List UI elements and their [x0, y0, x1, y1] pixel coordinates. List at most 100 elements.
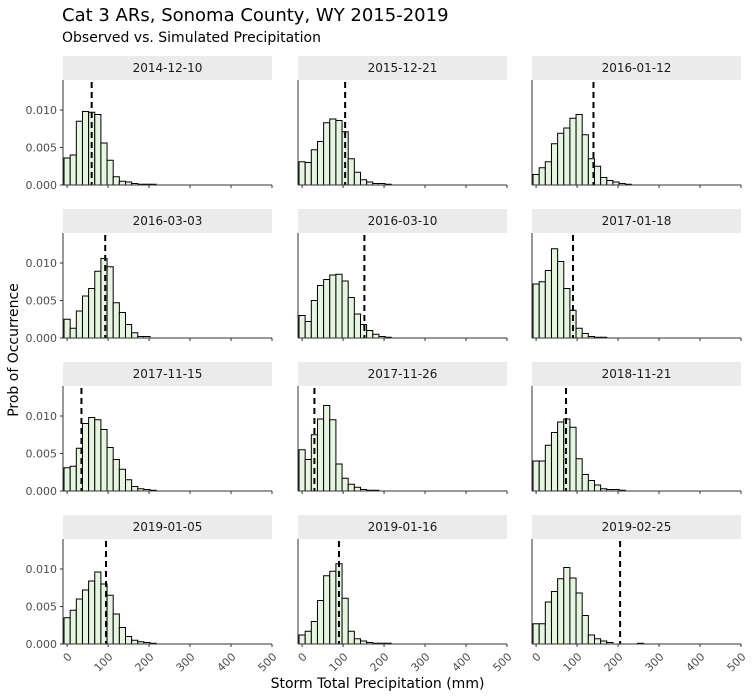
histogram-bar	[106, 447, 114, 492]
histogram-bar	[347, 483, 355, 492]
histogram-bar	[353, 171, 361, 186]
histogram-bar	[124, 636, 133, 645]
facet-strip	[532, 515, 741, 539]
x-tick-label: 200	[602, 650, 626, 674]
histogram-bar	[112, 613, 120, 645]
histogram-bar	[94, 419, 102, 492]
facet-strip-label: 2017-01-18	[602, 214, 672, 228]
histogram-bar	[63, 157, 71, 186]
y-tick-label: 0.000	[26, 179, 58, 192]
histogram-bar	[323, 279, 331, 339]
y-tick-label: 0.005	[26, 601, 58, 614]
histogram-bar	[88, 417, 96, 492]
histogram-bar	[75, 120, 83, 186]
histogram-bar	[532, 623, 540, 645]
facet-strip-label: 2018-11-21	[602, 367, 672, 381]
histogram-bar	[347, 158, 355, 186]
histogram-bar	[112, 459, 120, 492]
y-tick-label: 0.010	[26, 563, 58, 576]
histogram-bar	[310, 621, 318, 645]
histogram-bar	[538, 167, 546, 186]
histogram-bar	[131, 639, 139, 645]
histogram-bar	[581, 134, 589, 186]
histogram-bar	[575, 592, 583, 645]
histogram-bar	[544, 161, 552, 186]
histogram-bar	[544, 601, 552, 645]
facet-strip	[298, 362, 507, 386]
y-axis-label: Prob of Occurrence	[6, 283, 22, 417]
x-tick-label: 300	[643, 650, 667, 674]
x-tick-label: 0	[296, 650, 310, 664]
facet-strip	[532, 56, 741, 80]
histogram-bar	[106, 159, 114, 186]
histogram-bar	[550, 248, 559, 339]
histogram-bar	[81, 111, 90, 186]
x-tick-label: 400	[450, 650, 474, 674]
y-tick-label: 0.010	[26, 104, 58, 117]
histogram-bar	[544, 270, 552, 339]
histogram-bar	[550, 432, 559, 492]
histogram-bar	[569, 117, 577, 186]
histogram-bar	[557, 132, 565, 186]
histogram-bar	[581, 333, 589, 339]
histogram-bar	[550, 591, 559, 645]
histogram-bar	[563, 288, 571, 339]
histogram-bar	[75, 310, 83, 339]
histogram-bar	[304, 630, 312, 645]
histogram-bar	[569, 577, 577, 645]
histogram-bar	[81, 295, 90, 339]
histogram-bar	[563, 567, 571, 645]
histogram-bar	[323, 122, 331, 186]
histogram-bar	[341, 477, 349, 492]
histogram-bar	[106, 594, 114, 645]
histogram-bar	[353, 486, 361, 492]
histogram-bar	[575, 114, 583, 186]
histogram-bar	[304, 162, 312, 186]
y-tick-label: 0.005	[26, 295, 58, 308]
histogram-bar	[538, 460, 546, 492]
histogram-bar	[575, 458, 583, 492]
x-tick-label: 500	[491, 650, 515, 674]
facet-strip	[298, 56, 507, 80]
histogram-bar	[347, 630, 355, 645]
chart-subtitle: Observed vs. Simulated Precipitation	[62, 30, 321, 46]
histogram-bar	[310, 300, 318, 339]
histogram-bar	[124, 324, 133, 339]
histogram-bar	[532, 460, 540, 492]
histogram-bar	[118, 468, 126, 492]
histogram-bar	[538, 623, 546, 645]
x-tick-label: 300	[174, 650, 198, 674]
x-tick-label: 0	[530, 650, 544, 664]
histogram-bar	[298, 634, 306, 645]
histogram-bar	[550, 143, 559, 186]
chart-title: Cat 3 ARs, Sonoma County, WY 2015-2019	[62, 5, 449, 26]
histogram-bar	[557, 261, 565, 339]
histogram-bar	[353, 313, 361, 339]
histogram-bar	[372, 333, 380, 339]
x-tick-label: 400	[684, 650, 708, 674]
histogram-bar	[353, 638, 361, 645]
histogram-bar	[75, 598, 83, 645]
histogram-bar	[563, 127, 571, 186]
facet-strip-label: 2016-03-10	[368, 214, 438, 228]
x-tick-label: 200	[133, 650, 157, 674]
histogram-bar	[323, 405, 331, 492]
histogram-bar	[538, 281, 546, 339]
facet-strip-label: 2017-11-15	[133, 367, 203, 381]
facet-strip	[63, 56, 272, 80]
y-tick-label: 0.005	[26, 448, 58, 461]
histogram-bar	[81, 423, 90, 492]
histogram-bar	[347, 297, 355, 339]
histogram-bar	[593, 165, 602, 186]
facet-strip-label: 2017-11-26	[368, 367, 438, 381]
histogram-bar	[63, 318, 71, 339]
histogram-bar	[124, 479, 133, 492]
histogram-bar	[310, 149, 318, 186]
x-tick-label: 500	[256, 650, 280, 674]
histogram-bar	[569, 309, 577, 339]
facet-strip-label: 2019-02-25	[602, 520, 672, 534]
histogram-bar	[131, 486, 139, 492]
x-tick-label: 0	[61, 650, 75, 664]
y-tick-label: 0.010	[26, 257, 58, 270]
